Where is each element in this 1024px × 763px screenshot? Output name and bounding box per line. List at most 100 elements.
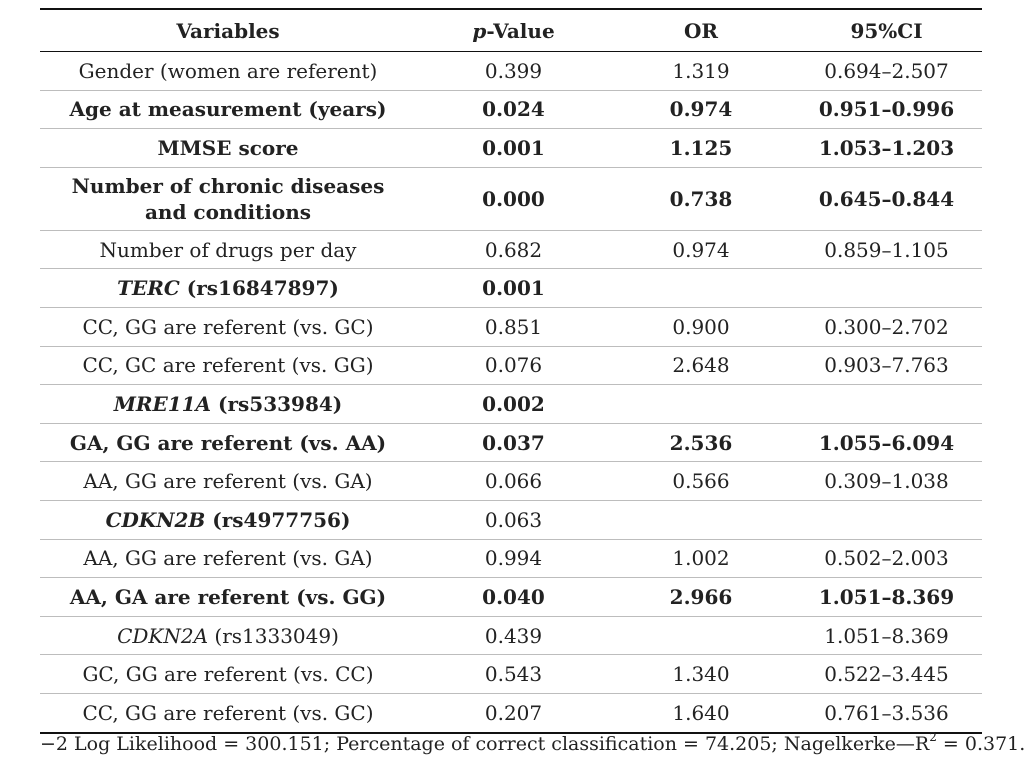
cell-or: 1.640	[611, 693, 791, 734]
table-row: Number of chronic diseases and condition…	[40, 167, 982, 231]
cell-variable: CDKN2B (rs4977756)	[40, 500, 416, 540]
cell-p-value: 0.399	[416, 51, 611, 91]
cell-ci: 0.859–1.105	[791, 230, 982, 270]
cell-ci: 0.903–7.763	[791, 346, 982, 386]
cell-p-value: 0.024	[416, 90, 611, 130]
cell-variable: GC, GG are referent (vs. CC)	[40, 654, 416, 694]
footnote-superscript: 2	[929, 730, 937, 744]
cell-or	[611, 268, 791, 308]
cell-p-value: 0.000	[416, 167, 611, 231]
table-footnote: −2 Log Likelihood = 300.151; Percentage …	[40, 730, 1024, 755]
cell-variable: TERC (rs16847897)	[40, 268, 416, 308]
gene-name: MRE11A	[113, 391, 212, 416]
cell-variable: AA, GG are referent (vs. GA)	[40, 539, 416, 579]
table-row: AA, GG are referent (vs. GA) 0.994 1.002 0.…	[40, 539, 982, 579]
header-variables: Variables	[40, 8, 416, 52]
table-row: MMSE score 0.001 1.125 1.053–1.203	[40, 128, 982, 168]
cell-ci: 1.051–8.369	[791, 577, 982, 617]
cell-p-value: 0.543	[416, 654, 611, 694]
regression-results-table: Variables p-Value OR 95%CI Gender (women…	[40, 8, 982, 734]
cell-ci	[791, 268, 982, 308]
table-row: CC, GG are referent (vs. GC) 0.851 0.900 0.…	[40, 307, 982, 347]
cell-or: 0.738	[611, 167, 791, 231]
cell-or: 0.974	[611, 90, 791, 130]
cell-or	[611, 384, 791, 424]
cell-ci	[791, 384, 982, 424]
cell-ci: 0.645–0.844	[791, 167, 982, 231]
table-row: Age at measurement (years) 0.024 0.974 0.95…	[40, 90, 982, 130]
cell-or: 1.002	[611, 539, 791, 579]
table-row: Number of drugs per day 0.682 0.974 0.859–1…	[40, 230, 982, 270]
table-row: MRE11A (rs533984) 0.002	[40, 384, 982, 424]
cell-or: 2.648	[611, 346, 791, 386]
header-ci: 95%CI	[791, 8, 982, 52]
cell-ci: 0.522–3.445	[791, 654, 982, 694]
header-or: OR	[611, 8, 791, 52]
cell-ci: 0.951–0.996	[791, 90, 982, 130]
cell-or: 0.900	[611, 307, 791, 347]
cell-ci: 1.055–6.094	[791, 423, 982, 463]
cell-p-value: 0.063	[416, 500, 611, 540]
table-row: CDKN2B (rs4977756) 0.063	[40, 500, 982, 540]
footnote-tail: = 0.371.	[936, 733, 1024, 755]
table-body: Gender (women are referent) 0.399 1.319 0.6…	[40, 51, 982, 734]
gene-snp: (rs4977756)	[205, 507, 351, 532]
cell-variable: CDKN2A (rs1333049)	[40, 616, 416, 656]
cell-p-value: 0.439	[416, 616, 611, 656]
cell-or: 0.566	[611, 461, 791, 501]
results-table-container: Variables p-Value OR 95%CI Gender (women…	[40, 8, 982, 734]
cell-p-value: 0.001	[416, 268, 611, 308]
cell-variable: CC, GG are referent (vs. GC)	[40, 307, 416, 347]
cell-p-value: 0.994	[416, 539, 611, 579]
table-row: CC, GG are referent (vs. GC) 0.207 1.640 0.…	[40, 693, 982, 734]
footnote-text: −2 Log Likelihood = 300.151; Percentage …	[40, 733, 930, 755]
table-row: GA, GG are referent (vs. AA) 0.037 2.536 1.…	[40, 423, 982, 463]
table-row: AA, GA are referent (vs. GG) 0.040 2.966 1.…	[40, 577, 982, 617]
cell-variable: Number of drugs per day	[40, 230, 416, 270]
table-row: CC, GC are referent (vs. GG) 0.076 2.648 0.…	[40, 346, 982, 386]
cell-p-value: 0.207	[416, 693, 611, 734]
cell-ci: 0.694–2.507	[791, 51, 982, 91]
cell-variable: CC, GC are referent (vs. GG)	[40, 346, 416, 386]
header-p-italic: p	[472, 18, 487, 43]
cell-or: 2.966	[611, 577, 791, 617]
cell-variable: CC, GG are referent (vs. GC)	[40, 693, 416, 734]
cell-p-value: 0.001	[416, 128, 611, 168]
cell-p-value: 0.040	[416, 577, 611, 617]
cell-or: 1.340	[611, 654, 791, 694]
table-row: TERC (rs16847897) 0.001	[40, 268, 982, 308]
cell-variable: MRE11A (rs533984)	[40, 384, 416, 424]
gene-name: TERC	[117, 276, 180, 301]
cell-or	[611, 616, 791, 656]
cell-variable: Gender (women are referent)	[40, 51, 416, 91]
table-row: CDKN2A (rs1333049) 0.439 1.051–8.369	[40, 616, 982, 656]
gene-snp: (rs16847897)	[179, 276, 339, 301]
header-p-rest: -Value	[486, 18, 555, 43]
cell-variable: MMSE score	[40, 128, 416, 168]
gene-snp: (rs533984)	[211, 391, 343, 416]
cell-variable: AA, GA are referent (vs. GG)	[40, 577, 416, 617]
gene-name: CDKN2B	[105, 507, 206, 532]
cell-ci: 0.309–1.038	[791, 461, 982, 501]
cell-p-value: 0.002	[416, 384, 611, 424]
cell-p-value: 0.851	[416, 307, 611, 347]
gene-name: CDKN2A	[117, 623, 209, 648]
table-row: AA, GG are referent (vs. GA) 0.066 0.566 0.…	[40, 461, 982, 501]
cell-ci: 1.053–1.203	[791, 128, 982, 168]
cell-variable: AA, GG are referent (vs. GA)	[40, 461, 416, 501]
cell-ci: 1.051–8.369	[791, 616, 982, 656]
cell-or: 1.319	[611, 51, 791, 91]
cell-variable: GA, GG are referent (vs. AA)	[40, 423, 416, 463]
cell-variable: Age at measurement (years)	[40, 90, 416, 130]
cell-p-value: 0.066	[416, 461, 611, 501]
cell-p-value: 0.076	[416, 346, 611, 386]
cell-or: 0.974	[611, 230, 791, 270]
cell-or: 2.536	[611, 423, 791, 463]
table-row: GC, GG are referent (vs. CC) 0.543 1.340 0.…	[40, 654, 982, 694]
header-p-value: p-Value	[416, 8, 611, 52]
cell-p-value: 0.682	[416, 230, 611, 270]
table-row: Gender (women are referent) 0.399 1.319 0.6…	[40, 51, 982, 91]
gene-snp: (rs1333049)	[208, 623, 339, 648]
cell-ci	[791, 500, 982, 540]
cell-ci: 0.761–3.536	[791, 693, 982, 734]
